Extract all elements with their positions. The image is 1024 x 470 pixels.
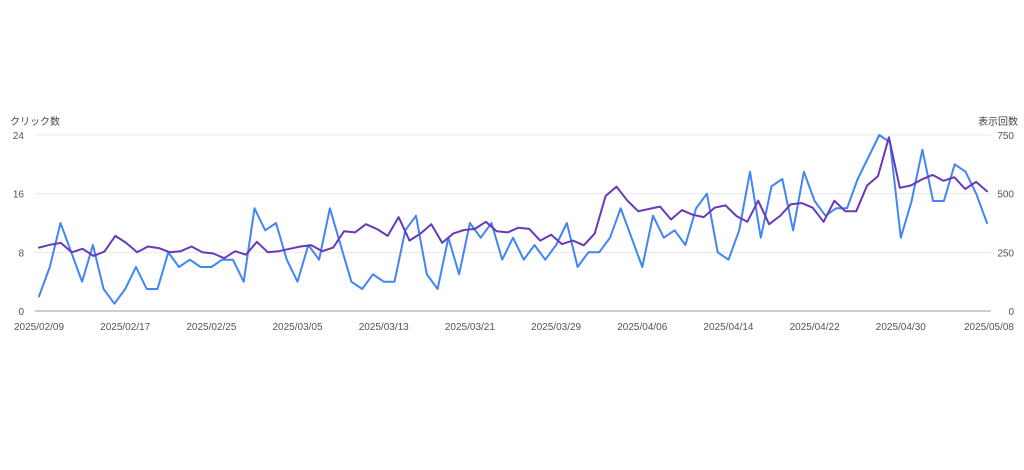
x-tick-label: 2025/03/05 xyxy=(273,322,323,333)
right-tick-label: 250 xyxy=(997,248,1014,259)
right-tick-label: 750 xyxy=(997,131,1014,142)
right-tick-label: 500 xyxy=(997,190,1014,201)
x-tick-label: 2025/04/30 xyxy=(876,322,926,333)
x-tick-label: 2025/03/29 xyxy=(531,322,581,333)
right-tick-label: 0 xyxy=(1008,307,1014,318)
x-tick-label: 2025/03/21 xyxy=(445,322,495,333)
x-axis-ticks: 2025/02/09 2025/02/17 2025/02/25 2025/03/05… xyxy=(14,322,1014,333)
series-layer xyxy=(38,134,988,305)
left-axis-ticks: 0 8 16 24 xyxy=(13,131,25,318)
x-tick-label: 2025/02/25 xyxy=(186,322,236,333)
x-tick-label: 2025/02/17 xyxy=(100,322,150,333)
left-tick-label: 8 xyxy=(18,248,24,259)
impressions-series-line xyxy=(38,136,988,260)
left-tick-label: 24 xyxy=(13,131,25,142)
right-axis-ticks: 0 250 500 750 xyxy=(997,131,1014,318)
left-tick-label: 0 xyxy=(18,307,24,318)
x-tick-label: 2025/02/09 xyxy=(14,322,64,333)
x-tick-label: 2025/03/13 xyxy=(359,322,409,333)
x-tick-label: 2025/05/08 xyxy=(964,322,1014,333)
left-axis-title: クリック数 xyxy=(10,115,60,128)
grid-lines xyxy=(35,134,991,312)
clicks-series-line xyxy=(38,134,988,305)
right-axis-title: 表示回数 xyxy=(978,115,1018,128)
left-tick-label: 16 xyxy=(13,190,25,201)
x-tick-label: 2025/04/14 xyxy=(703,322,753,333)
x-tick-label: 2025/04/06 xyxy=(617,322,667,333)
x-tick-label: 2025/04/22 xyxy=(790,322,840,333)
